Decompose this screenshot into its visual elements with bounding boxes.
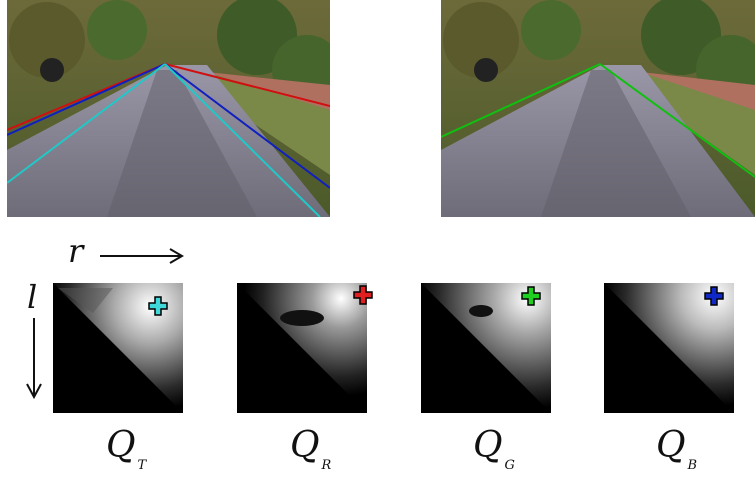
- label-letter: Q: [473, 425, 503, 466]
- vertical-axis-label: l: [27, 278, 38, 316]
- cross-marker-icon: [521, 286, 541, 306]
- heatmap-q-b: [604, 283, 734, 413]
- cross-marker-icon: [148, 296, 168, 316]
- label-subscript: B: [687, 458, 698, 473]
- label-subscript: G: [504, 458, 515, 473]
- label-subscript: R: [321, 458, 332, 473]
- cross-marker-icon: [704, 286, 724, 306]
- label-letter: Q: [656, 425, 686, 466]
- horizontal-axis-label: r: [68, 232, 84, 270]
- label-subscript: T: [137, 458, 147, 473]
- cross-marker-icon: [353, 285, 373, 305]
- label-letter: Q: [290, 425, 320, 466]
- right-road-image: [441, 0, 755, 217]
- heatmap-q-r: [237, 283, 367, 413]
- right-arrow-icon: [100, 248, 184, 264]
- left-road-image: [7, 0, 330, 217]
- label-letter: Q: [106, 425, 136, 466]
- down-arrow-icon: [26, 318, 42, 400]
